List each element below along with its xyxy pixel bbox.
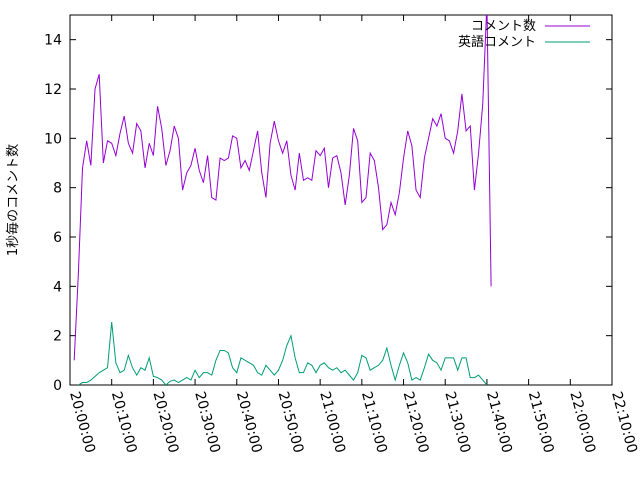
x-tick-label: 21:00:00 — [316, 390, 348, 455]
series-line-0 — [73, 15, 492, 361]
x-tick-label: 21:20:00 — [400, 390, 432, 455]
x-tick-label: 20:10:00 — [108, 390, 140, 455]
legend-label: 英語コメント — [458, 34, 536, 50]
x-tick-label: 20:50:00 — [275, 390, 307, 455]
y-tick-label: 4 — [53, 279, 62, 295]
y-tick-label: 12 — [44, 82, 62, 98]
x-tick-label: 21:10:00 — [358, 390, 390, 455]
x-tick-label: 20:00:00 — [66, 390, 98, 455]
x-tick-label: 20:30:00 — [191, 390, 223, 455]
x-tick-label: 21:40:00 — [483, 390, 515, 455]
x-tick-label: 20:40:00 — [233, 390, 265, 455]
series-group — [73, 15, 492, 385]
series-line-1 — [78, 322, 488, 385]
y-tick-label: 2 — [53, 329, 62, 345]
y-tick-label: 6 — [53, 230, 62, 246]
y-axis-ticks: 0 2 4 6 8 10 12 14 — [44, 33, 612, 394]
y-tick-label: 0 — [53, 378, 62, 394]
y-tick-label: 14 — [44, 33, 62, 49]
x-tick-label: 21:30:00 — [441, 390, 473, 455]
plot-frame — [69, 14, 613, 386]
x-axis-ticks: 20:00:00 20:10:00 20:20:00 20:30:00 20:40:00… — [66, 15, 640, 455]
x-tick-label: 21:50:00 — [525, 390, 557, 455]
x-tick-label: 22:00:00 — [566, 390, 598, 455]
legend-label: コメント数 — [471, 19, 536, 34]
x-tick-label: 20:20:00 — [150, 390, 182, 455]
y-tick-label: 8 — [53, 181, 62, 197]
y-axis-label: 1秒毎のコメント数 — [5, 144, 21, 256]
x-tick-label: 22:10:00 — [608, 390, 640, 455]
y-tick-label: 10 — [44, 131, 62, 147]
